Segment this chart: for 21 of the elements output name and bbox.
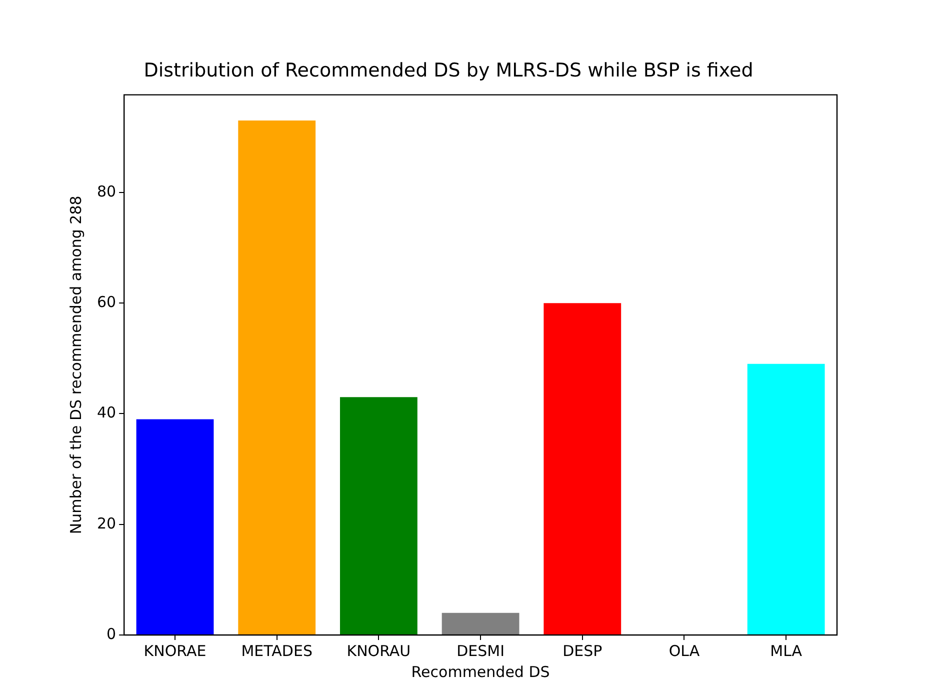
x-tick-label: MLA (770, 642, 803, 660)
x-tick-label: DESMI (456, 642, 505, 660)
bar (136, 419, 214, 634)
y-axis-title: Number of the DS recommended among 288 (66, 196, 85, 534)
bar (340, 397, 418, 634)
chart-title: Distribution of Recommended DS by MLRS-DS while BSP is fixed (144, 59, 754, 82)
x-axis-title: Recommended DS (411, 662, 550, 681)
x-tick-label: METADES (241, 642, 312, 660)
bar (544, 303, 622, 634)
y-tick-label: 20 (96, 514, 116, 532)
y-tick-label: 40 (96, 404, 116, 422)
bar (747, 364, 825, 634)
bar (442, 612, 520, 634)
bar (238, 120, 316, 634)
y-tick-label: 0 (106, 624, 116, 643)
x-tick-label: OLA (668, 642, 700, 660)
y-tick-label: 80 (96, 182, 116, 200)
x-tick-label: KNORAU (346, 642, 411, 660)
y-tick-label: 60 (96, 292, 116, 311)
x-tick-label: KNORAE (144, 642, 206, 660)
x-tick-label: DESP (562, 642, 602, 660)
